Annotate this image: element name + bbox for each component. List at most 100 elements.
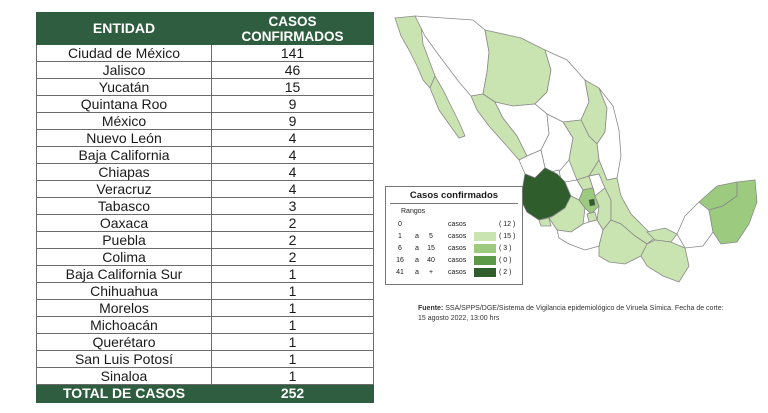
table-row: Querétaro 1 <box>36 333 374 351</box>
legend-state-count: ( 0 ) <box>499 257 512 264</box>
cases-cell: 4 <box>211 163 374 181</box>
table-row: Quintana Roo 9 <box>36 95 374 113</box>
entity-cell: Yucatán <box>36 78 212 96</box>
legend-casos-word: casos <box>448 221 467 228</box>
table-row: Sinaloa 1 <box>36 367 374 385</box>
table-row: Oaxaca 2 <box>36 214 374 232</box>
state-chihuahua <box>482 29 552 107</box>
source-text: SSA/SPPS/DGE/Sistema de Vigilancia epide… <box>418 305 724 322</box>
table-row: Colima 2 <box>36 248 374 266</box>
legend-range-max: 40 <box>427 257 435 264</box>
table-header-row: ENTIDAD CASOS CONFIRMADOS <box>36 12 374 45</box>
table-row: Ciudad de México 141 <box>36 44 374 62</box>
map-legend: Casos confirmados Rangos 0 casos ( 12 ) 1 a 5… <box>385 186 523 285</box>
cases-cell: 2 <box>211 248 374 266</box>
table-row: México 9 <box>36 112 374 130</box>
entity-cell: Veracruz <box>36 180 212 198</box>
legend-casos-word: casos <box>448 257 467 264</box>
legend-range-min: 16 <box>396 257 404 264</box>
state-ciudad-de-mexico <box>588 198 596 207</box>
table-row: Michoacán 1 <box>36 316 374 334</box>
legend-row: 6 a 15 casos ( 3 ) <box>386 244 524 254</box>
table-row: Tabasco 3 <box>36 197 374 215</box>
legend-range-min: 0 <box>398 221 402 228</box>
legend-state-count: ( 3 ) <box>499 245 512 252</box>
legend-row: 41 a + casos ( 2 ) <box>386 268 524 278</box>
legend-range-a: a <box>415 245 419 252</box>
cases-cell: 3 <box>211 197 374 215</box>
legend-range-max: + <box>428 269 434 276</box>
legend-swatch <box>474 220 496 229</box>
legend-title: Casos confirmados <box>409 190 499 201</box>
entity-cell: Chihuahua <box>36 282 212 300</box>
cases-cell: 2 <box>211 231 374 249</box>
cases-cell: 15 <box>211 78 374 96</box>
table-row: Veracruz 4 <box>36 180 374 198</box>
legend-state-count: ( 15 ) <box>499 233 516 240</box>
state-chiapas <box>640 239 690 283</box>
table-row: Baja California Sur 1 <box>36 265 374 283</box>
entity-cell: Jalisco <box>36 61 212 79</box>
cases-cell: 1 <box>211 282 374 300</box>
total-label: TOTAL DE CASOS <box>36 384 212 403</box>
table-row: Chiapas 4 <box>36 163 374 181</box>
legend-subtitle: Rangos <box>401 208 426 215</box>
legend-casos-word: casos <box>448 269 467 276</box>
header-confirmed-cases: CASOS CONFIRMADOS <box>211 12 374 45</box>
entity-cell: Baja California <box>36 146 212 164</box>
state-colima <box>538 217 552 227</box>
legend-row: 0 casos ( 12 ) <box>386 220 524 230</box>
legend-range-a: a <box>415 257 419 264</box>
total-value: 252 <box>211 384 374 403</box>
cases-cell: 46 <box>211 61 374 79</box>
state-tabasco <box>646 227 678 243</box>
legend-range-min: 1 <box>398 233 402 240</box>
legend-range-min: 41 <box>396 269 404 276</box>
entity-cell: San Luis Potosí <box>36 350 212 368</box>
cases-cell: 141 <box>211 44 374 62</box>
cases-cell: 1 <box>211 350 374 368</box>
table-row: Yucatán 15 <box>36 78 374 96</box>
entity-cell: Puebla <box>36 231 212 249</box>
legend-state-count: ( 12 ) <box>499 221 516 228</box>
legend-range-a: a <box>415 269 419 276</box>
legend-range-min: 6 <box>398 245 402 252</box>
cases-cell: 9 <box>211 112 374 130</box>
entity-cell: Nuevo León <box>36 129 212 147</box>
table-row: Nuevo León 4 <box>36 129 374 147</box>
cases-cell: 9 <box>211 95 374 113</box>
entity-cell: Quintana Roo <box>36 95 212 113</box>
entity-cell: Oaxaca <box>36 214 212 232</box>
source-note: Fuente: SSA/SPPS/DGE/Sistema de Vigilanc… <box>418 304 728 324</box>
table-total-row: TOTAL DE CASOS 252 <box>36 384 374 403</box>
entity-cell: Michoacán <box>36 316 212 334</box>
table-row: Chihuahua 1 <box>36 282 374 300</box>
legend-swatch <box>474 232 496 241</box>
entity-cell: Querétaro <box>36 333 212 351</box>
legend-swatch <box>474 268 496 277</box>
cases-cell: 1 <box>211 265 374 283</box>
legend-casos-word: casos <box>448 233 467 240</box>
cases-cell: 1 <box>211 299 374 317</box>
legend-divider <box>390 203 518 204</box>
cases-cell: 1 <box>211 333 374 351</box>
cases-cell: 4 <box>211 180 374 198</box>
cases-table: ENTIDAD CASOS CONFIRMADOS Ciudad de Méxi… <box>36 12 374 403</box>
cases-cell: 4 <box>211 129 374 147</box>
state-quintana-roo <box>708 179 758 245</box>
header-cases-line2: CONFIRMADOS <box>241 28 344 44</box>
legend-range-max: 5 <box>429 233 433 240</box>
legend-state-count: ( 2 ) <box>499 269 512 276</box>
table-row: San Luis Potosí 1 <box>36 350 374 368</box>
cases-cell: 4 <box>211 146 374 164</box>
cases-cell: 2 <box>211 214 374 232</box>
header-cases-line1: CASOS <box>268 13 317 29</box>
entity-cell: México <box>36 112 212 130</box>
table-row: Jalisco 46 <box>36 61 374 79</box>
entity-cell: Ciudad de México <box>36 44 212 62</box>
entity-cell: Morelos <box>36 299 212 317</box>
table-row: Morelos 1 <box>36 299 374 317</box>
legend-row: 16 a 40 casos ( 0 ) <box>386 256 524 266</box>
source-label: Fuente: <box>418 305 444 312</box>
legend-row: 1 a 5 casos ( 15 ) <box>386 232 524 242</box>
